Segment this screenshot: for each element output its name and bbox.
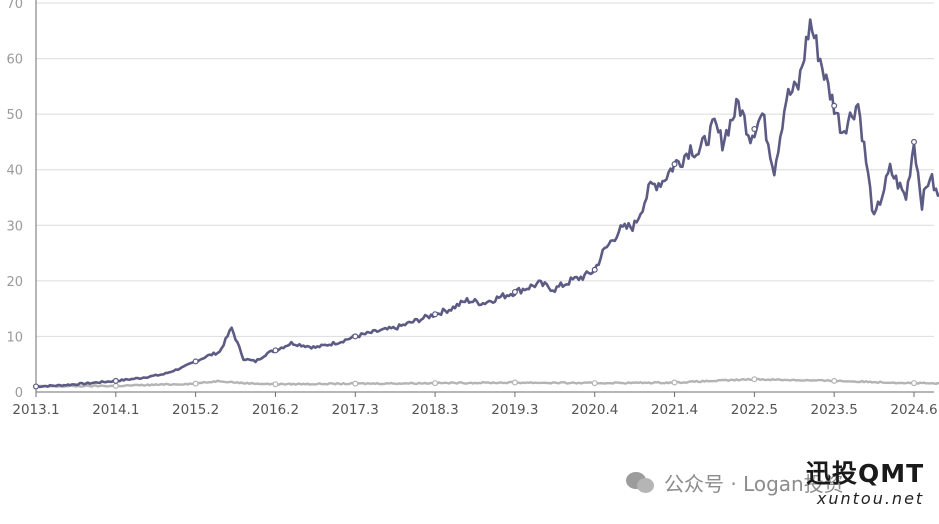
series-point-baseline (511, 379, 518, 386)
series-point-main (511, 288, 518, 295)
series-point-main (671, 161, 678, 168)
x-tick-label: 2023.5 (811, 402, 858, 418)
y-tick-label: 50 (6, 108, 23, 123)
y-tick-label: 0 (15, 386, 23, 401)
y-tick-label: 40 (6, 164, 23, 179)
y-tick-label: 60 (6, 53, 23, 68)
x-tick-label: 2013.1 (12, 402, 59, 418)
series-point-main (272, 347, 279, 354)
brand-watermark: 迅投QMT xuntou.net (806, 460, 924, 508)
wechat-icon (626, 470, 656, 496)
x-tick-label: 2016.2 (252, 402, 299, 418)
brand-name: 迅投QMT (806, 459, 925, 488)
y-tick-label: 70 (6, 0, 23, 12)
series-line-baseline (35, 377, 939, 388)
series-point-baseline (591, 380, 598, 387)
series-line-main (35, 18, 939, 389)
x-tick-label: 2014.1 (92, 402, 139, 418)
series-point-main (192, 358, 199, 365)
x-tick-label: 2022.5 (731, 402, 778, 418)
series-point-main (112, 377, 119, 384)
series-point-baseline (910, 380, 917, 387)
series-point-main (591, 266, 598, 273)
series-point-main (32, 383, 39, 390)
series-point-baseline (751, 376, 758, 383)
watermark-channel-text: 公众号 · Logan投资 (664, 472, 844, 496)
series-point-baseline (112, 382, 119, 389)
y-tick-label: 30 (6, 219, 23, 234)
x-tick-label: 2017.3 (332, 402, 379, 418)
brand-site: xuntou.net (816, 489, 925, 508)
y-tick-label: 10 (6, 330, 23, 345)
series-point-baseline (272, 381, 279, 388)
x-tick-label: 2024.6 (890, 402, 937, 418)
series-point-baseline (352, 380, 359, 387)
y-tick-label: 20 (6, 275, 23, 290)
series-point-baseline (671, 379, 678, 386)
wechat-watermark: 公众号 · Logan投资 (626, 468, 844, 497)
series-point-main (352, 333, 359, 340)
series-point-baseline (831, 377, 838, 384)
x-tick-label: 2021.4 (651, 402, 698, 418)
series-point-main (910, 138, 917, 145)
x-tick-label: 2015.2 (172, 402, 219, 418)
x-tick-label: 2018.3 (411, 402, 458, 418)
series-point-main (751, 125, 758, 132)
series-point-baseline (432, 380, 439, 387)
x-tick-label: 2019.3 (491, 402, 538, 418)
x-tick-label: 2020.4 (571, 402, 618, 418)
series-point-main (432, 311, 439, 318)
series-point-main (831, 102, 838, 109)
series-point-baseline (192, 380, 199, 387)
